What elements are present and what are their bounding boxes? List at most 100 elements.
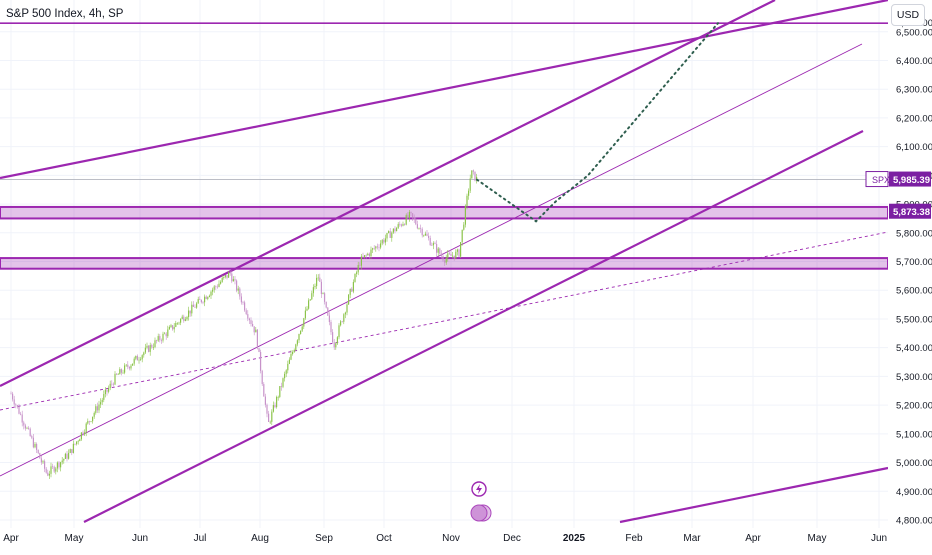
candle [176, 322, 178, 326]
candle [100, 398, 102, 409]
candle-body [258, 348, 260, 353]
candle [384, 234, 386, 246]
candle [370, 246, 372, 259]
candle-body [474, 171, 476, 181]
candle [109, 380, 111, 391]
candle-body [365, 255, 367, 256]
candle-body [448, 253, 450, 255]
candle-body [176, 322, 178, 324]
candle [367, 252, 369, 256]
candle [90, 420, 92, 423]
candle [349, 288, 351, 299]
candle-body [45, 468, 47, 473]
candle-body [367, 253, 369, 256]
candle [143, 351, 145, 358]
candle [28, 426, 30, 430]
candle [268, 410, 270, 423]
candle [253, 326, 255, 336]
candle [463, 221, 465, 231]
candle [279, 386, 281, 399]
candle [280, 382, 282, 391]
candle-body [98, 404, 100, 411]
candle-body [175, 323, 177, 327]
candle-body [132, 363, 134, 366]
candle-body [112, 383, 114, 385]
candle [180, 318, 182, 326]
candle-body [236, 280, 238, 291]
candle-body [429, 238, 431, 246]
candle [71, 449, 73, 456]
candle [213, 284, 215, 293]
candle-body [138, 359, 140, 361]
candle [375, 245, 377, 252]
candle-body [216, 286, 218, 288]
candle-body [317, 277, 319, 279]
candle-body [108, 388, 110, 392]
candle [407, 212, 409, 219]
candle [360, 253, 362, 270]
candle-body [124, 365, 126, 373]
candle-body [468, 190, 470, 196]
trend-line [0, 43, 863, 477]
candle-body [220, 281, 222, 284]
y-tick-label: 5,700.00 [896, 257, 932, 268]
currency-button[interactable]: USD [891, 4, 925, 26]
candle-body [90, 421, 92, 422]
candle [400, 223, 402, 228]
candle [183, 314, 185, 323]
candle-body [292, 352, 294, 355]
candle [466, 193, 468, 210]
candle-body [226, 275, 228, 278]
candle [290, 350, 292, 361]
candle [404, 223, 406, 226]
candle-body [237, 288, 239, 291]
candle [412, 213, 414, 221]
candle [205, 295, 207, 300]
candle [245, 308, 247, 316]
earnings-icon [470, 504, 488, 522]
candle [210, 290, 212, 300]
candle-body [445, 257, 447, 263]
candle [104, 387, 106, 398]
candle-body [26, 427, 28, 429]
y-tick-label: 6,400.00 [896, 56, 932, 67]
candle [135, 355, 137, 361]
candle-body [380, 243, 382, 248]
candle [405, 213, 407, 226]
candle [98, 400, 100, 414]
candle [31, 434, 33, 440]
candle [274, 402, 276, 409]
candle-body [296, 340, 298, 345]
candle-body [29, 428, 31, 437]
candle-body [23, 422, 25, 426]
candle [138, 356, 140, 364]
candle [45, 466, 47, 474]
candle-body [79, 439, 81, 442]
candle-body [15, 404, 17, 406]
candle [112, 382, 114, 387]
candle [92, 416, 94, 424]
x-tick-label: Nov [442, 533, 460, 544]
candle-body [423, 235, 425, 236]
candle [260, 349, 262, 374]
candle [439, 247, 441, 255]
price-tag-symbol: SPX [872, 175, 890, 185]
candle [372, 247, 374, 254]
candle [236, 279, 238, 293]
candle-body [120, 369, 122, 373]
candle [21, 410, 23, 427]
candle-body [146, 345, 148, 348]
candle [388, 230, 390, 234]
candle-body [447, 253, 449, 258]
candle [226, 275, 228, 280]
candle [220, 280, 222, 285]
candle [256, 328, 258, 350]
candle [175, 320, 177, 328]
x-tick-label: Feb [625, 533, 643, 544]
candle [148, 345, 150, 353]
candle [149, 342, 151, 356]
candle-body [84, 432, 86, 435]
candle-body [162, 333, 164, 341]
